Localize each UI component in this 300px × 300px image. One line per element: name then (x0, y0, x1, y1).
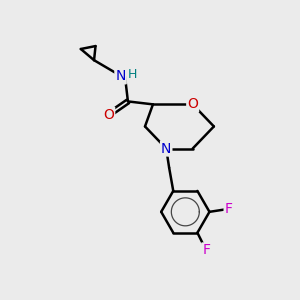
Text: F: F (225, 202, 232, 216)
Text: F: F (202, 243, 210, 257)
Text: O: O (103, 108, 114, 122)
Text: O: O (187, 98, 198, 111)
Text: H: H (128, 68, 138, 81)
Text: N: N (161, 142, 171, 155)
Text: N: N (116, 69, 126, 83)
